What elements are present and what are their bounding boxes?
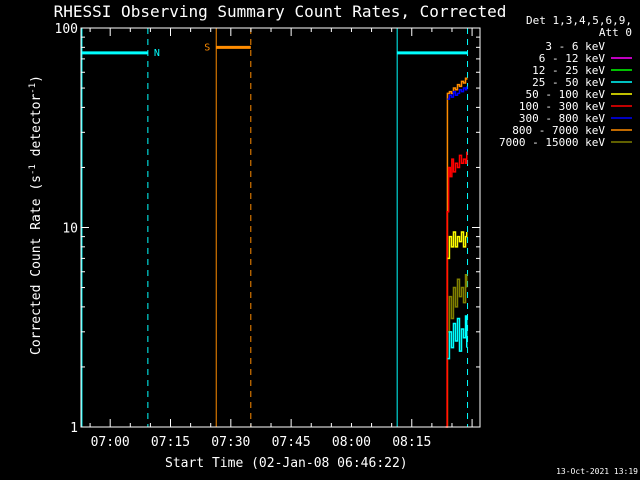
series-line: [446, 77, 468, 428]
series-line: [445, 151, 468, 428]
chart-title: RHESSI Observing Summary Count Rates, Co…: [54, 2, 507, 21]
series-line: [447, 273, 468, 333]
y-axis-label-b: detector: [29, 94, 44, 165]
y-tick-label: 100: [55, 22, 78, 37]
x-tick-label: 07:00: [91, 435, 130, 450]
y-axis-label-sup2: -1: [28, 83, 38, 94]
legend-entry-label: 100 - 300 keV: [519, 100, 605, 113]
legend-entry-label: 300 - 800 keV: [519, 112, 605, 125]
x-tick-label: 08:15: [392, 435, 431, 450]
legend-header-detectors: Det 1,3,4,5,6,9,: [526, 14, 632, 27]
x-axis: 07:00 07:15 07:30 07:45 08:00 08:15: [89, 28, 473, 450]
series-line: [447, 231, 468, 260]
series-line: [447, 315, 468, 360]
interval-label: N: [154, 48, 160, 59]
legend-header-attenuator: Att 0: [599, 26, 632, 39]
x-tick-label: 07:15: [151, 435, 190, 450]
legend-entry-label: 7000 - 15000 keV: [499, 136, 605, 149]
y-axis: 1 10 100: [55, 22, 480, 436]
y-axis-label-c: ): [29, 75, 44, 83]
series-line: [447, 86, 468, 100]
y-axis-label-sup1: -1: [28, 164, 38, 175]
x-tick-label: 08:00: [332, 435, 371, 450]
plot-frame: [80, 27, 481, 428]
chart-plot-area: NS: [81, 28, 469, 428]
legend-entry-label: 12 - 25 keV: [532, 64, 605, 77]
legend-entry-label: 3 - 6 keV: [545, 40, 605, 53]
legend-entry-label: 6 - 12 keV: [539, 52, 606, 65]
y-axis-label: Corrected Count Rate (s-1 detector-1): [28, 75, 44, 355]
y-tick-label: 10: [62, 222, 78, 237]
plot-border: [80, 27, 481, 428]
legend-entry-label: 50 - 100 keV: [526, 88, 606, 101]
legend-entry-label: 800 - 7000 keV: [512, 124, 605, 137]
y-tick-label: 1: [70, 421, 78, 436]
x-tick-label: 07:45: [272, 435, 311, 450]
x-axis-label: Start Time (02-Jan-08 06:46:22): [165, 456, 408, 471]
interval-label: S: [204, 42, 210, 53]
y-axis-label-a: Corrected Count Rate (s: [29, 175, 44, 355]
x-tick-label: 07:30: [211, 435, 250, 450]
legend-entry-label: 25 - 50 keV: [532, 76, 605, 89]
timestamp: 13-Oct-2021 13:19: [556, 467, 638, 476]
